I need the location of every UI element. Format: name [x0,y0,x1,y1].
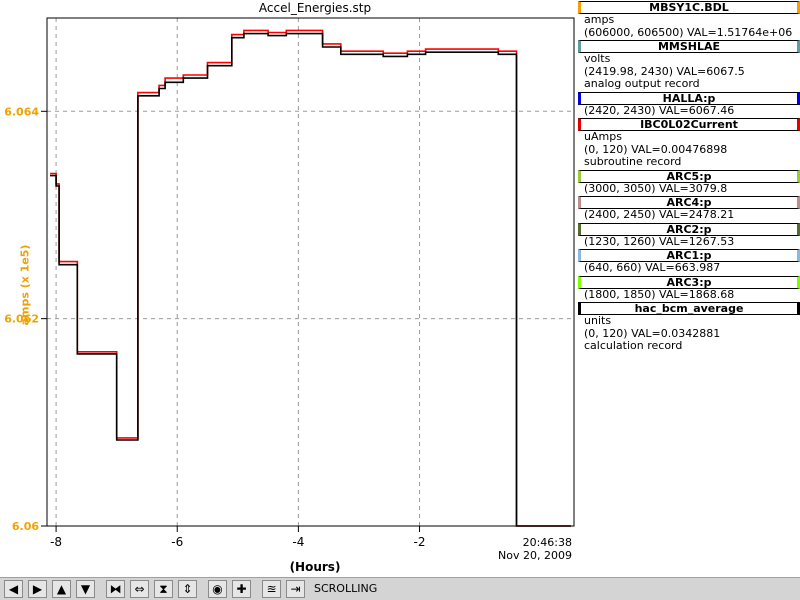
zoom-x-in-button[interactable]: ⧓ [106,580,125,598]
pan-up-button[interactable]: ▲ [52,580,71,598]
plot-frame [46,17,575,527]
legend-entry-detail: (3000, 3050) VAL=3079.8 [584,181,728,195]
legend-entry[interactable]: IBC0L02Current uAmps (0, 120) VAL=0.004768… [578,118,800,169]
legend-entry-detail: (2419.98, 2430) VAL=6067.5 [584,64,745,78]
legend-entry[interactable]: ARC1:p (640, 660) VAL=663.987 [578,249,800,275]
scrolling-status: SCROLLING [314,582,378,595]
jump-end-icon: ⇥ [290,582,301,596]
y-tick-label: 6.06 [12,520,39,533]
legend-entry-detail: volts [584,52,611,65]
legend-entry-name: HALLA:p [578,91,800,105]
x-tick-label: -8 [50,535,62,549]
pan-right-icon: ▶ [32,582,43,596]
legend-entry-detail: amps [584,13,615,26]
pan-down-button[interactable]: ▼ [76,580,95,598]
legend-entry-detail: (2400, 2450) VAL=2478.21 [584,208,735,221]
legend-entry-detail: analog output record [584,77,700,90]
legend-entry-detail: (2420, 2430) VAL=6067.46 [584,103,735,117]
legend-entry-detail: (606000, 606500) VAL=1.51764e+06 [584,25,793,39]
toolbar: SCROLLING ◀ ▶ ▲ ▼ ⧓ ⇔ ⧗ ⇕ ◉ ✚ ≊ ⇥ [0,577,800,600]
legend-entry-name: MMSHLAE [578,40,800,53]
legend-entry-detail: uAmps [584,130,622,143]
legend-entry-detail: units [584,314,612,327]
legend-entry-name: ARC2:p [578,222,800,236]
legend-entry[interactable]: hac_bcm_average units (0, 120) VAL=0.03428… [578,302,800,353]
zoom-y-out-icon: ⇕ [182,582,193,596]
zoom-y-in-button[interactable]: ⧗ [154,580,173,598]
x-axis-label: (Hours) [289,560,341,574]
series-line [50,29,571,527]
y-tick-label: 6.064 [4,105,39,118]
x-tick-label: -4 [292,535,304,549]
end-date-label: Nov 20, 2009 [498,549,572,562]
series-line [50,32,571,527]
legend-entry-detail: (1230, 1260) VAL=1267.53 [584,234,735,248]
legend-entry[interactable]: ARC3:p (1800, 1850) VAL=1868.68 [578,275,800,302]
pan-left-button[interactable]: ◀ [4,580,23,598]
legend-entry[interactable]: MMSHLAE volts (2419.98, 2430) VAL=6067.5 an… [578,40,800,91]
legend-entry-detail: (640, 660) VAL=663.987 [584,261,721,274]
y-tick-label: 6.062 [4,313,39,326]
scroll-mode-button[interactable]: ≊ [262,580,281,598]
legend-entry-name: ARC3:p [578,275,800,289]
pan-down-icon: ▼ [80,582,91,596]
legend-entry-name: hac_bcm_average [578,302,800,315]
x-tick-label: -6 [171,535,183,549]
zoom-x-in-icon: ⧓ [109,582,122,596]
zoom-y-in-icon: ⧗ [159,582,168,596]
scroll-mode-icon: ≊ [266,582,277,596]
zoom-in-button[interactable]: ✚ [232,580,251,598]
legend-entry-name: ARC1:p [578,249,800,262]
pan-left-icon: ◀ [8,582,19,596]
legend-entry-detail: calculation record [584,339,683,352]
jump-end-button[interactable]: ⇥ [286,580,305,598]
legend-entry-name: MBSY1C.BDL [578,1,800,14]
pan-up-icon: ▲ [56,582,67,596]
legend-entry-name: ARC4:p [578,196,800,209]
end-time-label: 20:46:38 [522,536,572,549]
legend-entry[interactable]: ARC2:p (1230, 1260) VAL=1267.53 [578,222,800,249]
pan-right-button[interactable]: ▶ [28,580,47,598]
legend-entry-detail: (0, 120) VAL=0.0342881 [584,326,721,340]
autoscale-button[interactable]: ◉ [208,580,227,598]
legend-entry-detail: (0, 120) VAL=0.00476898 [584,142,728,156]
legend-entry-name: ARC5:p [578,169,800,183]
zoom-x-out-icon: ⇔ [134,582,145,596]
legend-entry[interactable]: ARC4:p (2400, 2450) VAL=2478.21 [578,196,800,222]
legend-entry[interactable]: HALLA:p (2420, 2430) VAL=6067.46 [578,91,800,118]
legend-entry[interactable]: MBSY1C.BDL amps (606000, 606500) VAL=1.517… [578,1,800,39]
legend-entry-detail: (1800, 1850) VAL=1868.68 [584,287,735,301]
zoom-in-icon: ✚ [236,582,247,596]
chart-title: Accel_Energies.stp [258,1,372,15]
x-tick-label: -2 [414,535,426,549]
zoom-y-out-button[interactable]: ⇕ [178,580,197,598]
legend-entry-name: IBC0L02Current [578,118,800,131]
legend-entry[interactable]: ARC5:p (3000, 3050) VAL=3079.8 [578,169,800,196]
chart-plot[interactable]: -8 -6 -4 -2 6.06 6.062 6.064 [0,0,578,577]
legend-entry-detail: subroutine record [584,155,682,168]
legend-panel: MBSY1C.BDL amps (606000, 606500) VAL=1.517… [578,0,800,353]
zoom-x-out-button[interactable]: ⇔ [130,580,149,598]
autoscale-icon: ◉ [212,582,223,596]
